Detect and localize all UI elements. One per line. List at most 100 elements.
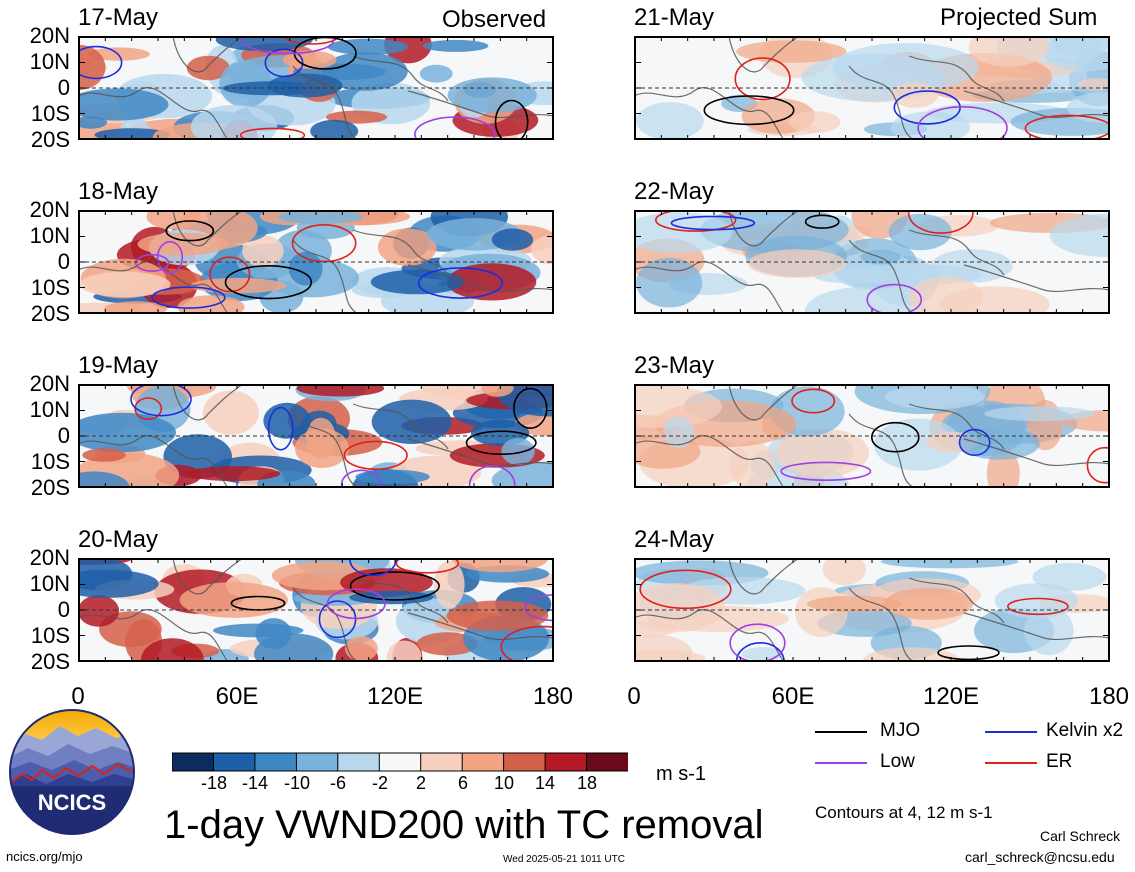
wind-anomaly-blob <box>880 558 1019 569</box>
wind-map <box>634 558 1110 662</box>
wind-map <box>634 210 1110 314</box>
coastline <box>292 587 359 662</box>
wind-anomaly-blob <box>79 271 171 298</box>
wave-contour <box>340 469 382 488</box>
legend-line-mjo <box>815 731 867 733</box>
wind-anomaly-blob <box>634 634 693 662</box>
wind-anomaly-blob <box>636 102 704 140</box>
wave-contour <box>494 99 529 140</box>
wind-anomaly-blob <box>968 36 1049 67</box>
colorbar-label: -6 <box>329 773 347 793</box>
wind-anomaly-blob <box>940 286 1050 314</box>
wind-anomaly-blob <box>94 128 171 140</box>
lon-label: 60E <box>771 683 815 710</box>
wind-map <box>634 36 1110 140</box>
wind-anomaly-blob <box>294 428 349 468</box>
wind-map <box>78 558 554 662</box>
lat-label: 10N <box>29 571 70 596</box>
wind-anomaly-blob <box>202 390 259 435</box>
wind-anomaly-blob <box>419 64 453 83</box>
colorbar-label: 6 <box>457 773 469 793</box>
wind-anomaly-blob <box>994 583 1078 618</box>
wind-anomaly-blob <box>447 77 537 113</box>
wind-anomaly-blob <box>446 263 537 301</box>
wind-anomaly-blob <box>416 632 479 656</box>
wave-contour <box>267 406 294 451</box>
lat-label: 0 <box>57 423 70 448</box>
wind-anomaly-blob <box>190 277 287 294</box>
coastline <box>728 558 800 595</box>
colorbar-unit: m s-1 <box>656 763 706 785</box>
wind-anomaly-blob <box>370 269 464 295</box>
wave-contour <box>134 253 170 272</box>
wave-contour <box>670 215 756 231</box>
wind-anomaly-blob <box>327 38 408 55</box>
wave-contour <box>866 283 922 314</box>
colorbar-label: 2 <box>415 773 427 793</box>
wave-contour <box>465 430 537 456</box>
coastline <box>407 264 554 293</box>
coastline <box>407 438 554 467</box>
colorbar-swatch <box>378 752 422 772</box>
wind-anomaly-blob <box>82 448 126 462</box>
lat-label: 10S <box>30 623 70 648</box>
wave-contour <box>468 465 516 488</box>
wind-anomaly-blob <box>345 636 378 662</box>
contours-note: Contours at 4, 12 m s-1 <box>815 803 993 822</box>
panel-date: 17-May <box>78 4 159 31</box>
wind-anomaly-blob <box>663 416 694 448</box>
wind-anomaly-blob <box>282 50 337 70</box>
wind-anomaly-blob <box>355 469 430 485</box>
wind-anomaly-blob <box>1077 78 1110 91</box>
wave-contour <box>958 428 991 457</box>
wind-anomaly-blob <box>310 119 359 140</box>
wave-contour <box>1007 597 1069 616</box>
wave-contour <box>264 48 304 78</box>
panel-date: 24-May <box>634 526 715 553</box>
lat-label: 20N <box>29 371 70 396</box>
wave-contour <box>804 214 840 229</box>
lat-label: 0 <box>57 249 70 274</box>
coastline <box>292 413 359 488</box>
wind-anomaly-blob <box>788 111 841 134</box>
coastline <box>963 264 1110 293</box>
coastline <box>634 261 785 314</box>
legend-label-er: ER <box>1046 751 1073 772</box>
wave-contour <box>1024 114 1110 140</box>
legend-label-mjo: MJO <box>880 720 921 741</box>
wave-contour <box>230 595 286 611</box>
wave-contour <box>1086 446 1110 484</box>
wind-anomaly-blob <box>806 595 902 613</box>
coastline <box>848 65 915 140</box>
projected-sum-label: Projected Sum <box>940 4 1098 31</box>
wind-anomaly-blob <box>930 249 1013 283</box>
timestamp: Wed 2025-05-21 1011 UTC <box>503 854 625 865</box>
wind-anomaly-blob <box>892 82 939 108</box>
wind-anomaly-blob <box>434 560 465 609</box>
lon-label: 60E <box>215 683 259 710</box>
wind-anomaly-blob <box>634 385 723 428</box>
wave-contour <box>870 421 920 453</box>
wave-contour <box>791 388 836 414</box>
colorbar-swatch <box>295 752 339 772</box>
wave-contour <box>151 286 226 309</box>
wave-contour <box>130 384 192 417</box>
wind-anomaly-blob <box>884 384 985 410</box>
legend-line-er <box>985 762 1037 764</box>
wind-map <box>78 36 554 140</box>
source-url[interactable]: ncics.org/mjo <box>6 849 83 864</box>
wind-map <box>78 384 554 488</box>
colorbar-swatch <box>503 752 547 772</box>
colorbar-label: 18 <box>576 773 598 793</box>
wind-anomaly-blob <box>804 286 928 314</box>
wind-anomaly-blob <box>888 213 952 251</box>
lat-label: 10S <box>30 101 70 126</box>
lat-label: 20S <box>30 301 70 326</box>
coastline <box>407 90 554 119</box>
wind-anomaly-blob <box>187 466 281 482</box>
colorbar-label: -18 <box>200 773 228 793</box>
wave-contour <box>165 220 215 242</box>
coastline <box>172 384 244 421</box>
coastline <box>634 609 785 662</box>
wave-contour <box>639 569 732 610</box>
